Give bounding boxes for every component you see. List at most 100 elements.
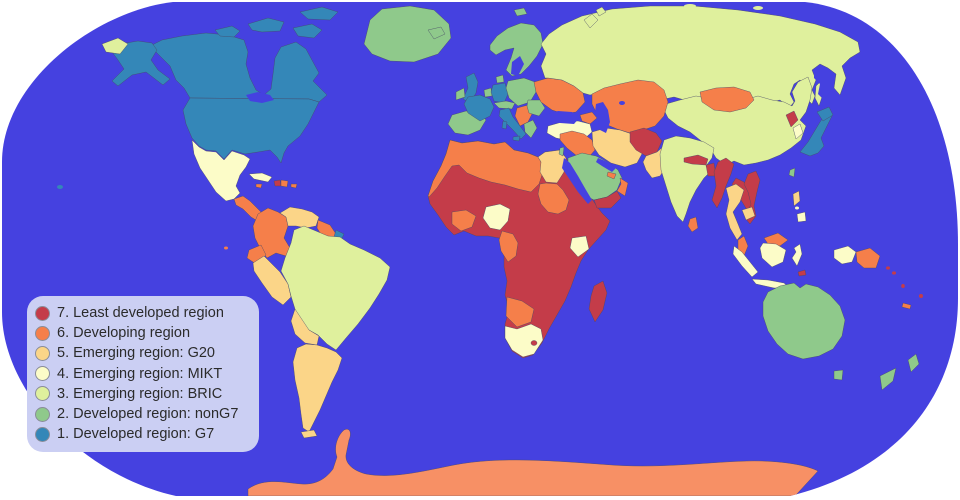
indonesia-sumatra [732,245,759,278]
legend-item: 6. Developing region [35,323,247,343]
caspian-sea [595,102,610,133]
philippines-luzon [792,190,801,207]
country-sri-lanka [687,216,699,233]
north-africa-band [427,139,544,198]
country-dominican-republic [280,179,289,188]
uae-qatar [606,171,617,180]
puerto-rico [290,183,298,189]
nz-north-island [907,353,920,373]
japan-hokkaido [816,106,834,122]
country-jamaica [255,183,263,189]
country-italy [498,107,527,140]
canada-arctic-islands [214,6,339,39]
legend-item-label: 6. Developing region [57,325,191,342]
legend-swatch-icon [35,345,50,361]
solomon-islands-1 [886,266,890,270]
sea-of-okhotsk [814,66,834,100]
hawaii [57,185,63,189]
country-madagascar [588,280,608,323]
arctic-islands-ru-2 [753,6,763,10]
country-vietnam [743,170,761,225]
legend-item: 4. Emerging region: MIKT [35,364,247,384]
country-greece [523,119,538,139]
legend-swatch-icon [35,406,50,422]
country-brazil [280,225,391,351]
alps-states [493,100,516,110]
novaya-zemlya [583,6,607,29]
country-mexico [191,139,251,202]
legend-item-label: 2. Developed region: nonG7 [57,406,239,423]
country-north-korea [785,110,799,128]
country-cambodia [741,206,756,221]
country-germany [490,82,509,104]
country-taiwan [788,167,796,178]
fiji [919,294,923,298]
indonesia-sulawesi [791,243,803,267]
country-oman [616,177,629,197]
country-venezuela [279,206,320,229]
country-yemen [593,190,622,209]
country-denmark [495,74,505,84]
country-lesotho [530,340,538,346]
arctic-islands-ru-1 [684,4,696,8]
country-bolivia [290,308,320,346]
tasmania [833,369,844,381]
legend-item: 1. Developed region: G7 [35,424,247,444]
legend-swatch-icon [35,305,50,321]
country-israel [558,146,565,157]
legend-item-label: 1. Developed region: G7 [57,426,215,443]
country-australia [762,282,846,360]
philippines-mindanao [796,211,807,223]
vanuatu [901,284,905,288]
indonesia-west-papua [833,245,857,265]
baltic-sea [511,56,524,76]
sicily [512,135,521,142]
legend-item: 5. Emerging region: G20 [35,343,247,363]
legend-swatch-icon [35,426,50,442]
namibia-botswana [505,296,535,328]
cameroon-congo [498,230,519,263]
nz-south-island [879,367,897,391]
country-greenland [363,5,452,63]
legend-item-label: 4. Emerging region: MIKT [57,365,223,382]
syria-iraq [559,130,596,159]
country-ireland [455,87,466,101]
timor-leste [797,269,807,277]
country-myanmar [711,157,735,209]
southern-cone [292,343,343,433]
caucasus [579,111,598,125]
antarctica [247,429,819,496]
country-haiti [273,179,282,187]
country-mongolia [699,86,755,113]
country-thailand [725,183,745,241]
galapagos [224,246,228,250]
country-cuba [248,172,273,183]
malaysia-borneo [763,232,789,247]
legend-item-label: 5. Emerging region: G20 [57,345,215,362]
legend-item: 7. Least developed region [35,303,247,323]
country-usa [182,97,320,164]
svalbard [513,7,528,17]
legend-item: 2. Developed region: nonG7 [35,404,247,424]
sardinia [501,120,508,130]
great-lakes [246,92,274,103]
philippines-visayas [795,206,799,210]
indonesia-borneo [759,242,787,268]
country-alaska-usa [111,40,171,87]
persian-gulf [596,158,616,172]
country-south-korea [792,123,804,140]
legend-item: 3. Emerging region: BRIC [35,384,247,404]
red-sea [562,158,592,204]
west-gulf-of-guinea-coast [451,209,477,232]
country-kenya [569,235,590,258]
country-papua-new-guinea [855,247,881,269]
aral-sea [619,101,625,105]
legend-item-label: 7. Least developed region [57,305,224,322]
country-peru [252,255,292,306]
benelux [483,87,493,98]
country-iceland [427,26,446,40]
scandinavia [489,22,544,77]
solomon-islands-2 [892,271,896,275]
legend: 7. Least developed region 6. Developing r… [27,296,259,453]
